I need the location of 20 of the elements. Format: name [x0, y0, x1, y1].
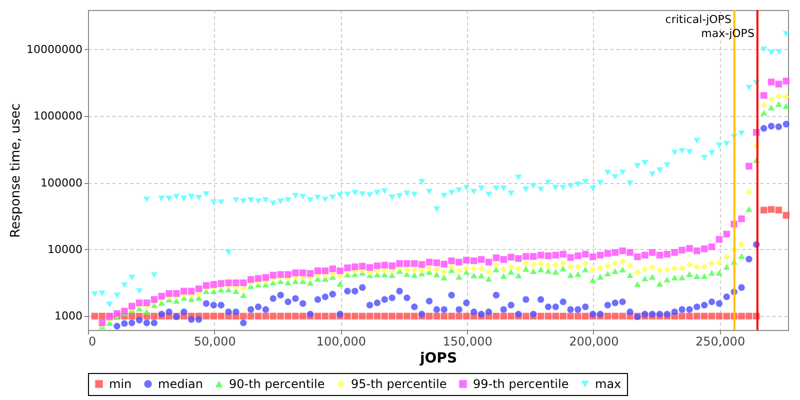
x-tick-label: 0	[88, 334, 96, 348]
y-tick-label: 100000	[40, 176, 82, 190]
y-tick-label: 1000000	[34, 110, 82, 123]
y-tick-label: 10000	[48, 242, 82, 256]
legend-label: max	[595, 377, 622, 391]
legend-label: min	[109, 377, 132, 391]
legend-label: 90-th percentile	[229, 377, 325, 391]
y-tick-label: 1000	[54, 310, 82, 323]
legend-label: 99-th percentile	[473, 377, 569, 391]
y-axis-title: Response time, usec	[8, 103, 24, 238]
legend-label: median	[158, 377, 203, 391]
x-axis-title: jOPS	[418, 350, 458, 366]
y-tick-label: 10000000	[26, 42, 82, 56]
x-tick-label: 200,000	[569, 334, 619, 348]
x-tick-label: 250,000	[695, 334, 746, 348]
x-tick-label: 100,000	[316, 334, 366, 348]
x-tick-label: 50,000	[194, 334, 236, 348]
legend-label: 95-th percentile	[351, 377, 447, 391]
ref-line-label: critical-jOPS	[665, 13, 732, 26]
x-tick-label: 150,000	[442, 334, 492, 348]
